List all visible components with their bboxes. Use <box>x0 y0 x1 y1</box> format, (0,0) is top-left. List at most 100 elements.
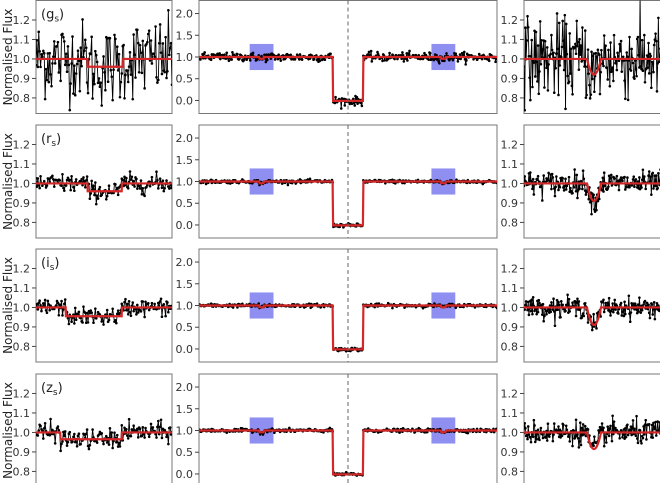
data-point <box>147 308 151 312</box>
data-point <box>609 176 612 180</box>
data-point <box>68 108 72 112</box>
data-point <box>545 66 548 70</box>
data-point <box>602 426 605 430</box>
model-line <box>524 57 660 76</box>
data-point <box>581 187 584 191</box>
y-tick-label: 0.9 <box>501 72 519 85</box>
data-point <box>632 175 636 179</box>
data-point <box>538 301 541 305</box>
data-point <box>655 302 659 305</box>
plot-area <box>36 297 172 326</box>
data-point <box>49 417 52 421</box>
data-point <box>574 314 578 318</box>
data-point <box>52 55 55 58</box>
data-point <box>160 436 164 440</box>
data-point <box>402 60 406 63</box>
data-point <box>448 58 451 62</box>
data-point <box>557 425 560 428</box>
y-axis-label: Normalised Flux <box>1 257 15 354</box>
y-tick-label: 0.9 <box>13 446 31 459</box>
data-point <box>83 38 87 42</box>
data-point <box>79 316 83 320</box>
data-point <box>98 430 102 434</box>
data-point <box>640 186 643 189</box>
data-point <box>356 102 359 105</box>
data-point <box>621 433 625 436</box>
data-point <box>138 427 142 431</box>
data-point <box>106 80 110 84</box>
data-point <box>167 310 170 314</box>
data-point <box>635 414 638 418</box>
data-point <box>568 32 572 35</box>
data-point <box>643 299 647 303</box>
data-point <box>633 185 636 189</box>
data-point <box>63 63 67 67</box>
data-point <box>624 435 628 439</box>
data-point <box>135 177 138 181</box>
data-point <box>562 189 566 192</box>
data-point <box>157 187 160 190</box>
data-point <box>83 185 87 189</box>
data-point <box>623 300 626 304</box>
data-point <box>132 33 135 36</box>
data-point <box>633 77 636 80</box>
y-tick-label: 1.2 <box>501 138 519 151</box>
data-point <box>79 179 83 183</box>
data-point <box>577 300 581 303</box>
data-point <box>557 93 560 97</box>
data-point <box>65 70 69 74</box>
data-point <box>37 30 41 34</box>
data-point <box>623 175 626 179</box>
data-point <box>118 445 122 448</box>
data-point <box>162 189 166 193</box>
data-point <box>51 62 54 65</box>
data-point <box>260 54 263 58</box>
data-point <box>45 311 49 315</box>
data-point <box>602 298 605 302</box>
data-point <box>140 434 144 438</box>
data-point <box>562 39 565 42</box>
data-point <box>619 301 623 305</box>
data-point <box>647 311 651 315</box>
data-point <box>118 95 122 99</box>
data-point <box>66 316 70 320</box>
data-point <box>527 54 531 58</box>
plot-area <box>524 414 660 451</box>
band-label: (zs) <box>41 381 63 398</box>
data-point <box>108 36 112 40</box>
data-point <box>567 297 571 301</box>
data-point <box>166 69 169 73</box>
data-point <box>56 301 60 305</box>
data-point <box>136 303 139 307</box>
y-tick-label: 0.0 <box>176 94 194 107</box>
y-tick-label: 0.8 <box>501 92 519 105</box>
data-point <box>652 308 655 311</box>
data-point <box>529 98 532 102</box>
data-point <box>527 313 531 317</box>
y-tick-label: 0.5 <box>176 73 194 86</box>
data-point <box>136 311 140 314</box>
panel-frame <box>523 373 660 483</box>
data-point <box>529 171 532 174</box>
data-point <box>143 194 146 198</box>
data-point <box>164 35 167 39</box>
y-tick-label: 0.0 <box>176 343 194 356</box>
data-point <box>45 78 49 82</box>
data-point <box>50 84 53 88</box>
data-point <box>564 188 568 191</box>
data-point <box>531 187 534 191</box>
data-point <box>112 68 115 72</box>
data-point <box>85 81 89 84</box>
data-point <box>592 312 595 316</box>
data-point <box>564 424 568 428</box>
data-point <box>77 310 81 314</box>
data-point <box>367 50 371 54</box>
data-point <box>587 72 591 75</box>
data-point <box>62 40 66 43</box>
data-point <box>614 61 617 65</box>
data-point <box>531 295 535 299</box>
y-tick-label: 1.5 <box>176 29 194 42</box>
data-point <box>586 428 590 431</box>
data-point <box>48 433 51 437</box>
data-point <box>161 42 165 45</box>
